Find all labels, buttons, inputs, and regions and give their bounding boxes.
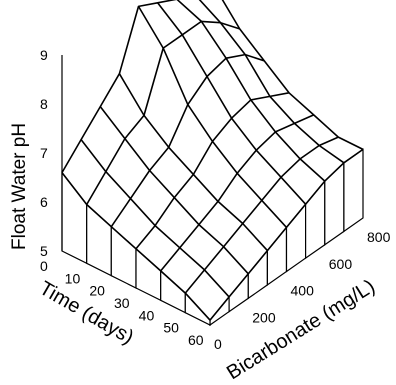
surface-line-bicarbonate-500 xyxy=(156,2,307,205)
surface-line-bicarbonate-200 xyxy=(99,106,249,275)
y-tick-label: 800 xyxy=(367,229,391,245)
x-tick-label: 60 xyxy=(188,332,204,348)
x-tick-label: 40 xyxy=(139,307,155,323)
front-wall-panel xyxy=(285,202,307,273)
surface-line-time-30 xyxy=(135,92,290,250)
surface-line-bicarbonate-300 xyxy=(118,73,268,252)
surface-line-bicarbonate-700 xyxy=(198,0,345,164)
surface-line-bicarbonate-400 xyxy=(137,5,288,228)
surface-line-bicarbonate-100 xyxy=(80,139,230,298)
y-tick-label: 0 xyxy=(214,336,222,352)
left-wall-panel xyxy=(135,247,162,302)
z-tick-label: 9 xyxy=(40,47,48,63)
x-tick-label: 20 xyxy=(89,283,105,299)
y-tick-label: 600 xyxy=(329,256,353,272)
surface-line-time-0 xyxy=(61,0,177,174)
x-tick-label: 10 xyxy=(65,270,81,286)
y-tick-label: 400 xyxy=(291,283,315,299)
left-wall-panel xyxy=(61,170,88,265)
front-wall-panel xyxy=(247,248,268,300)
surface-side-walls xyxy=(61,148,364,327)
front-wall-panel xyxy=(266,225,288,287)
x-axis-label: Time (days) xyxy=(36,277,138,348)
surface-line-bicarbonate-600 xyxy=(176,0,326,182)
z-tick-label: 5 xyxy=(40,243,48,259)
front-wall-panel xyxy=(324,161,345,246)
left-wall-panel xyxy=(110,225,137,289)
surface-wireframe xyxy=(61,0,364,321)
z-tick-label: 8 xyxy=(40,96,48,112)
z-tick-label: 6 xyxy=(40,194,48,210)
surface-line-bicarbonate-0 xyxy=(61,172,211,321)
x-tick-label: 0 xyxy=(40,258,48,274)
x-tick-label: 50 xyxy=(163,320,179,336)
surface-line-bicarbonate-800 xyxy=(221,0,364,151)
left-wall-panel xyxy=(160,269,186,314)
y-tick-label: 200 xyxy=(252,309,276,325)
surface-line-time-20 xyxy=(110,53,265,228)
z-axis-label: Float Water pH xyxy=(9,123,30,250)
z-tick-label: 7 xyxy=(40,145,48,161)
x-tick-label: 30 xyxy=(114,295,130,311)
